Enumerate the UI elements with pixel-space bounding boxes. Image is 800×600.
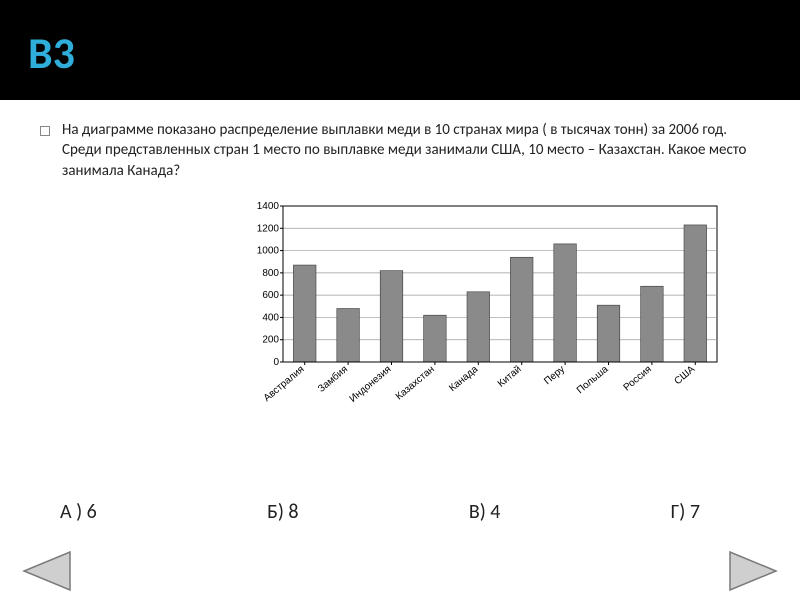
svg-text:Австралия: Австралия bbox=[262, 364, 307, 404]
svg-text:Китай: Китай bbox=[496, 364, 524, 390]
svg-text:200: 200 bbox=[262, 335, 279, 346]
title-bar bbox=[0, 0, 800, 100]
answer-a: А ) 6 bbox=[60, 500, 97, 524]
triangle-left-icon bbox=[20, 550, 72, 592]
answer-b: Б) 8 bbox=[267, 500, 298, 524]
slide: В3 На диаграмме показано распределение в… bbox=[0, 0, 800, 600]
svg-text:1200: 1200 bbox=[257, 223, 280, 234]
svg-text:800: 800 bbox=[262, 268, 279, 279]
svg-text:Замбия: Замбия bbox=[315, 363, 350, 395]
answer-g: Г) 7 bbox=[671, 500, 700, 524]
bullet-mark-icon bbox=[40, 126, 50, 136]
svg-text:Индонезия: Индонезия bbox=[348, 364, 394, 405]
svg-text:Канада: Канада bbox=[447, 364, 480, 394]
svg-text:Польша: Польша bbox=[575, 364, 611, 397]
svg-text:Перу: Перу bbox=[542, 364, 567, 387]
svg-text:1000: 1000 bbox=[257, 246, 280, 257]
question-text: На диаграмме показано распределение выпл… bbox=[62, 120, 760, 181]
prev-button[interactable] bbox=[20, 550, 72, 592]
answer-options: А ) 6 Б) 8 В) 4 Г) 7 bbox=[60, 500, 700, 524]
svg-text:Россия: Россия bbox=[622, 364, 654, 394]
svg-text:600: 600 bbox=[262, 290, 279, 301]
bar-chart: 0 200 400 600 800 1000 1200 1400 АвстралияЗамбия… bbox=[245, 200, 725, 420]
chart-svg: 0 200 400 600 800 1000 1200 1400 АвстралияЗамбия… bbox=[245, 200, 725, 420]
bullet-item: На диаграмме показано распределение выпл… bbox=[40, 120, 760, 181]
svg-text:1400: 1400 bbox=[257, 201, 280, 212]
svg-text:США: США bbox=[672, 364, 697, 387]
svg-text:0: 0 bbox=[273, 357, 279, 368]
slide-title: В3 bbox=[28, 26, 75, 80]
triangle-right-icon bbox=[728, 550, 780, 592]
question-block: На диаграмме показано распределение выпл… bbox=[40, 120, 760, 181]
answer-v: В) 4 bbox=[469, 500, 501, 524]
svg-text:400: 400 bbox=[262, 312, 279, 323]
svg-text:Казахстан: Казахстан bbox=[394, 364, 437, 403]
next-button[interactable] bbox=[728, 550, 780, 592]
